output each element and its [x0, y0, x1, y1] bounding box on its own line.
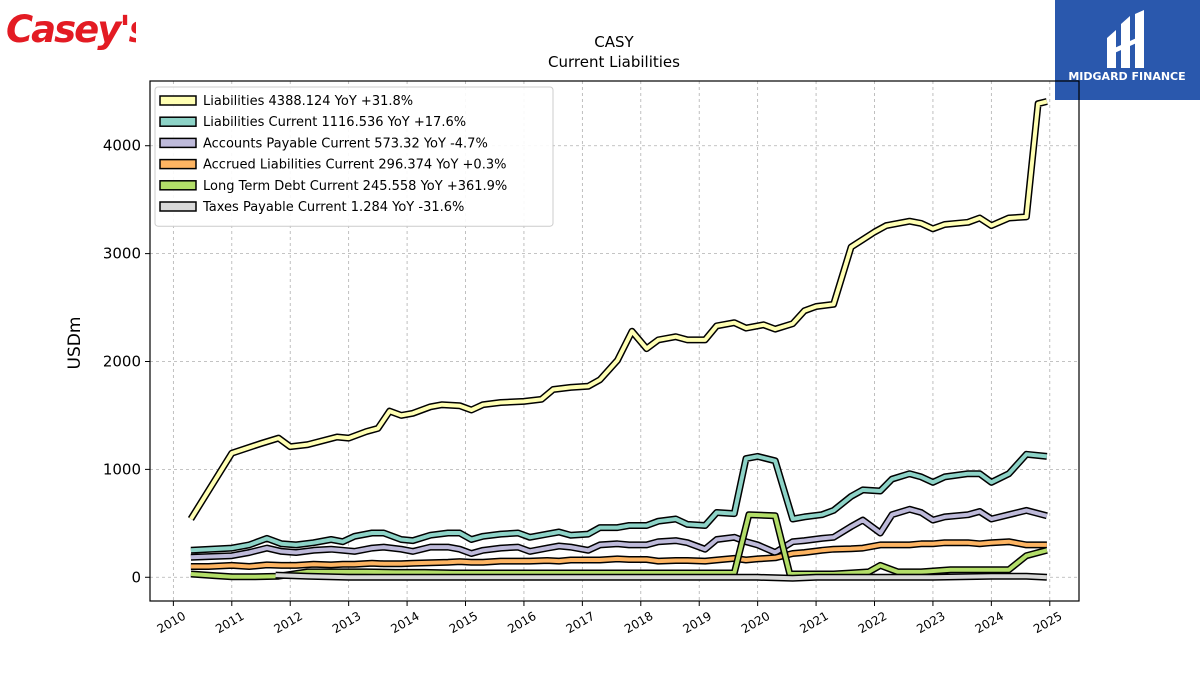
x-tick-label: 2020 — [739, 609, 772, 636]
y-axis-label: USDm — [65, 317, 85, 370]
x-tick-label: 2021 — [797, 609, 830, 636]
legend-swatch-2 — [159, 137, 197, 149]
series-0-line — [189, 99, 1048, 521]
series-5-line — [275, 573, 1048, 581]
legend-swatch-4 — [159, 180, 197, 191]
legend-label-0: Liabilities 4388.124 YoY +31.8% — [203, 94, 413, 109]
x-tick-label: 2014 — [388, 609, 421, 636]
x-tick-label: 2010 — [155, 609, 188, 636]
legend: Liabilities 4388.124 YoY +31.8% Liabiliti… — [154, 86, 554, 227]
legend-swatch-1 — [159, 116, 197, 127]
midgard-finance-logo: MIDGARD FINANCE — [1055, 0, 1200, 100]
plot-frame — [149, 80, 1080, 602]
midgard-logo-text: MIDGARD FINANCE — [1068, 70, 1185, 83]
x-tick-label: 2024 — [973, 609, 1006, 636]
legend-swatch-0 — [159, 95, 197, 106]
midgard-emblem-icon — [1107, 10, 1144, 68]
x-tick-label: 2025 — [1031, 609, 1064, 636]
legend-swatch-5 — [159, 201, 197, 212]
series-4-line — [190, 512, 1048, 579]
series-1-outline — [190, 450, 1048, 554]
chart-title: CASY — [594, 33, 634, 51]
y-tick-label: 1000 — [103, 460, 141, 478]
x-axis: 2010 2011 2012 2013 2014 2015 2016 2017 2018 2019… — [155, 601, 1065, 636]
y-tick-label: 0 — [131, 568, 141, 586]
legend-label-1: Liabilities Current 1116.536 YoY +17.6% — [203, 115, 466, 130]
caseys-logo-text: Casey's — [6, 8, 136, 51]
y-tick-label: 2000 — [103, 352, 141, 370]
series-layer — [187, 98, 1048, 582]
caseys-logo: Casey's — [6, 8, 136, 51]
x-tick-label: 2016 — [505, 609, 538, 636]
series-1-line — [190, 452, 1048, 553]
legend-label-4: Long Term Debt Current 245.558 YoY +361.… — [203, 179, 507, 194]
x-tick-label: 2022 — [856, 609, 889, 636]
x-tick-label: 2011 — [213, 609, 246, 636]
x-tick-label: 2013 — [330, 609, 363, 636]
series-2-line — [190, 507, 1048, 560]
y-tick-label: 3000 — [103, 245, 141, 263]
legend-box — [154, 86, 554, 227]
x-tick-label: 2017 — [564, 609, 597, 636]
x-tick-label: 2019 — [680, 609, 713, 636]
x-tick-label: 2012 — [271, 609, 304, 636]
legend-label-3: Accrued Liabilities Current 296.374 YoY … — [203, 158, 506, 173]
series-3-line — [190, 539, 1047, 569]
x-tick-label: 2015 — [447, 609, 480, 636]
y-tick-label: 4000 — [103, 137, 141, 155]
x-tick-label: 2018 — [622, 609, 655, 636]
legend-label-5: Taxes Payable Current 1.284 YoY -31.6% — [202, 200, 464, 215]
y-axis: 0 1000 2000 3000 4000 — [103, 137, 150, 586]
chart-subtitle: Current Liabilities — [548, 53, 680, 71]
legend-swatch-3 — [159, 158, 197, 170]
legend-label-2: Accounts Payable Current 573.32 YoY -4.7… — [203, 136, 488, 151]
x-tick-label: 2023 — [914, 609, 947, 636]
